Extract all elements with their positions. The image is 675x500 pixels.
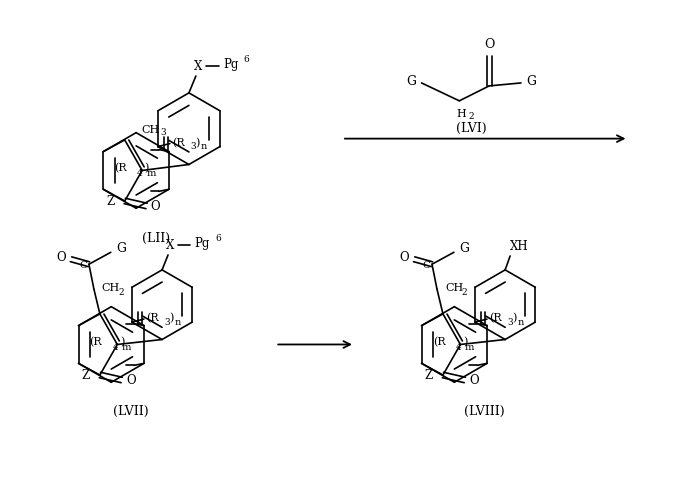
Text: G: G [459,242,469,255]
Text: O: O [56,251,66,264]
Text: G: G [526,76,536,88]
Text: (R: (R [115,164,127,173]
Text: H: H [456,109,466,119]
Text: (R: (R [90,338,102,347]
Text: G: G [115,242,126,255]
Text: Z: Z [81,368,89,382]
Text: (R: (R [433,338,446,347]
Text: 3: 3 [164,318,169,326]
Text: ): ) [196,138,200,148]
Text: CH: CH [445,283,463,293]
Text: G: G [406,76,416,88]
Text: Pg: Pg [194,236,209,250]
Text: 2: 2 [119,288,124,296]
Text: (R: (R [173,138,185,148]
Text: CH: CH [142,125,160,135]
Text: O: O [469,374,479,388]
Text: m: m [146,169,156,178]
Text: (LVI): (LVI) [456,122,487,135]
Text: XH: XH [510,240,529,252]
Text: C: C [79,260,87,270]
Text: 2: 2 [468,112,474,121]
Text: n: n [175,318,181,326]
Text: m: m [465,343,474,352]
Text: (LVIII): (LVIII) [464,404,504,417]
Text: 3: 3 [190,142,196,151]
Text: (R: (R [146,313,159,324]
Text: C: C [422,260,430,270]
Text: 6: 6 [215,234,221,242]
Text: n: n [518,318,524,326]
Text: CH: CH [102,283,120,293]
Text: (LII): (LII) [142,232,170,244]
Text: O: O [484,38,494,51]
Text: 4: 4 [112,343,118,352]
Text: 4: 4 [137,169,143,178]
Text: 3: 3 [507,318,512,326]
Text: O: O [400,251,409,264]
Text: (LVII): (LVII) [113,404,149,417]
Text: ): ) [119,338,124,347]
Text: X: X [166,238,174,252]
Text: ): ) [512,313,517,324]
Text: X: X [194,60,202,72]
Text: ): ) [144,164,149,173]
Text: 2: 2 [462,288,468,296]
Text: O: O [126,374,136,388]
Text: Pg: Pg [223,58,238,70]
Text: O: O [151,200,161,213]
Text: 6: 6 [244,54,250,64]
Text: ): ) [463,338,467,347]
Text: ): ) [169,313,174,324]
Text: Z: Z [424,368,433,382]
Text: Z: Z [106,194,114,207]
Text: 3: 3 [161,128,166,138]
Text: n: n [200,142,207,151]
Text: m: m [122,343,131,352]
Text: (R: (R [489,313,502,324]
Text: 4: 4 [456,343,461,352]
